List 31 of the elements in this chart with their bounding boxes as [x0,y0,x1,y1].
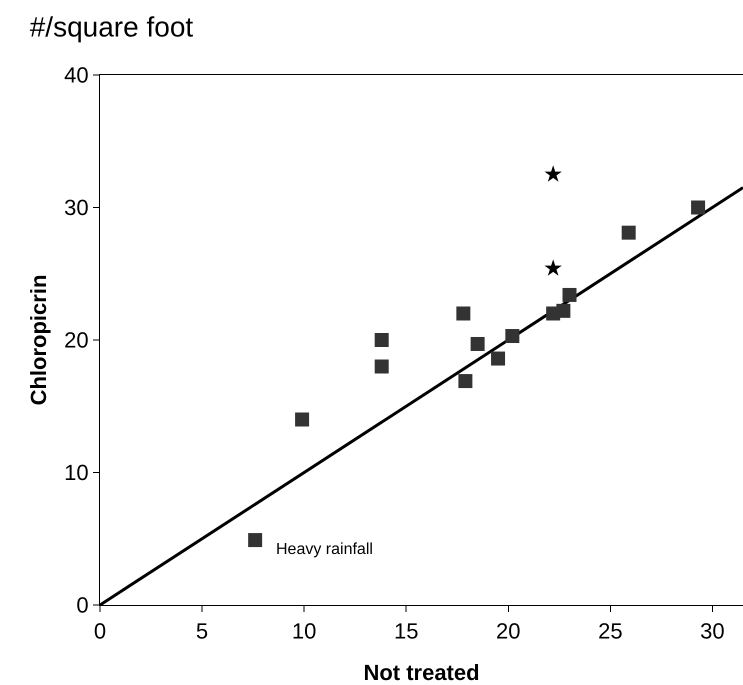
point [691,200,706,214]
point [544,259,562,276]
x-tick-label: 20 [496,618,520,644]
point [295,412,310,426]
point [544,165,562,182]
x-axis-title: Not treated [363,660,480,685]
point [622,226,636,240]
point [458,374,472,388]
y-tick-label: 20 [64,328,89,353]
point [556,304,570,318]
point [491,352,506,366]
y-tick-label: 40 [64,62,89,88]
x-tick-label: 15 [394,618,418,644]
point [505,329,520,344]
x-tick-label: 30 [700,618,725,644]
point [374,333,389,347]
point [470,336,485,351]
y-tick-label: 30 [64,195,89,220]
y-axis-title: Chloropicrin [26,274,51,406]
point [374,360,389,374]
chart-title: #/square foot [30,12,194,43]
point [456,306,470,320]
x-tick-label: 10 [292,618,316,644]
point [562,288,576,302]
annotation: Heavy rainfall [276,541,373,558]
x-tick-label: 0 [94,618,106,644]
y-tick-label: 0 [76,592,89,618]
x-tick-label: 25 [598,618,623,644]
x-tick-label: 5 [196,618,208,644]
y-tick-label: 10 [64,460,89,486]
point [248,533,262,548]
